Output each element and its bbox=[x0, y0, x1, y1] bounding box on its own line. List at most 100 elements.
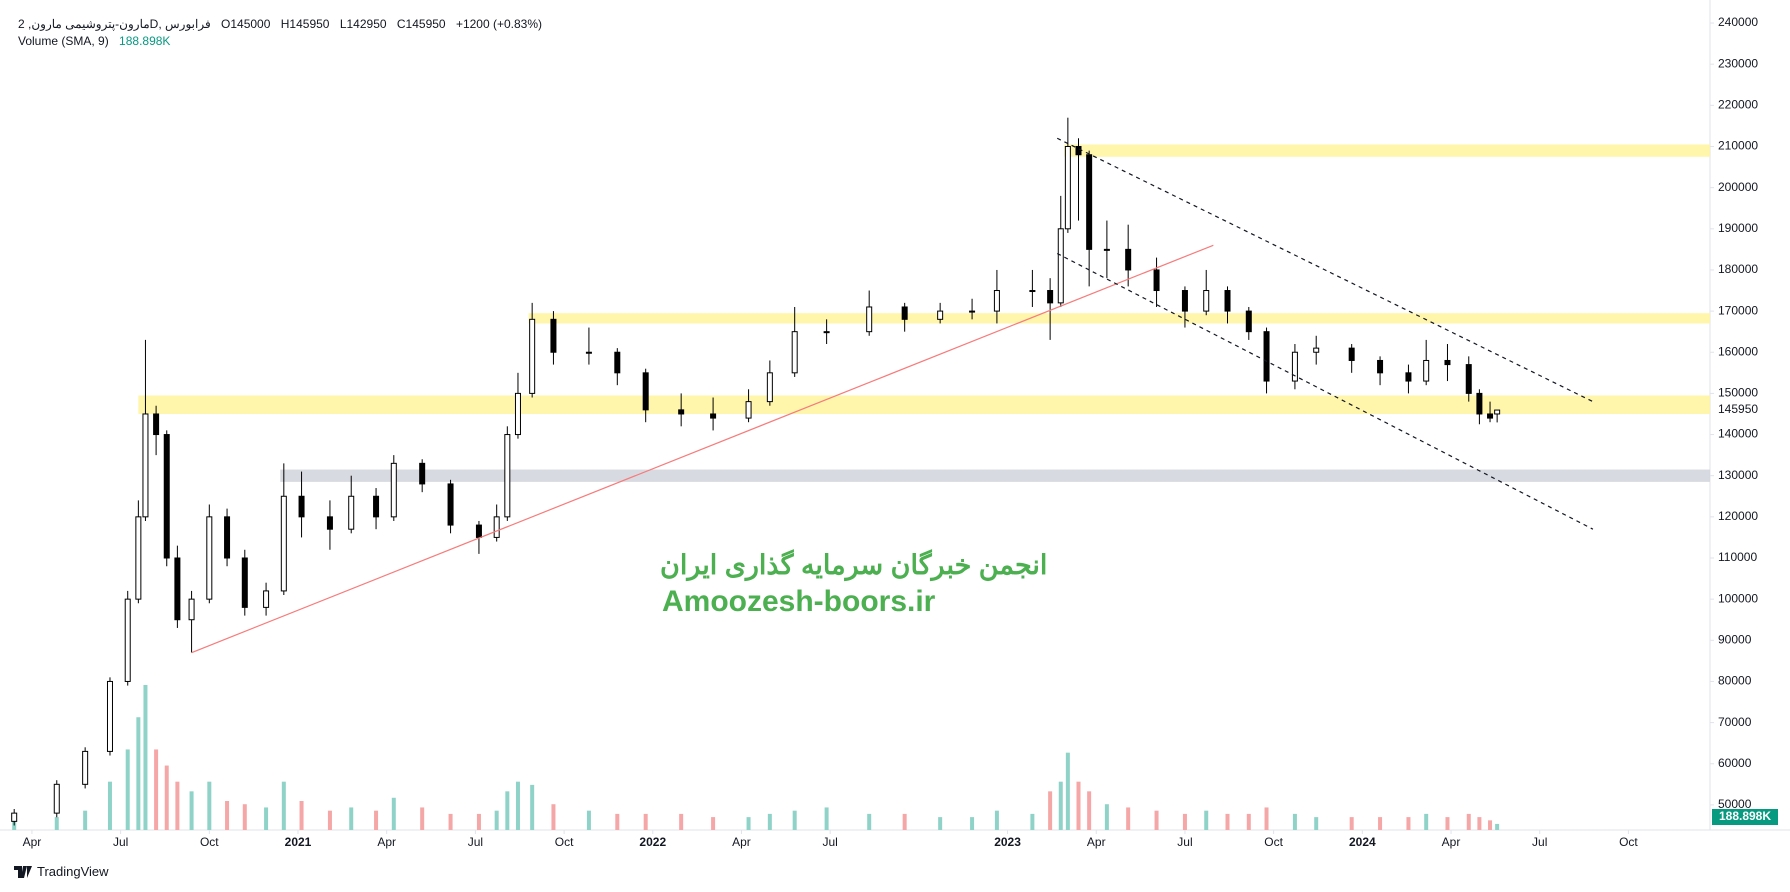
volume-bar bbox=[994, 810, 999, 830]
y-tick-label: 230000 bbox=[1718, 56, 1758, 70]
candle-body bbox=[124, 598, 131, 682]
volume-bar bbox=[867, 813, 872, 830]
volume-bar bbox=[242, 804, 247, 830]
y-tick-label: 140000 bbox=[1718, 427, 1758, 441]
candle-body bbox=[1181, 290, 1188, 312]
x-tick-label: Jul bbox=[1177, 835, 1192, 849]
volume-bar bbox=[970, 817, 975, 830]
volume-bar bbox=[448, 813, 453, 830]
footer: TradingView bbox=[14, 864, 109, 879]
candle-body bbox=[791, 331, 798, 374]
volume-bar bbox=[1314, 817, 1319, 830]
watermark-url: Amoozesh-boors.ir bbox=[662, 585, 936, 618]
volume-bar bbox=[1087, 791, 1092, 830]
candle-body bbox=[280, 495, 287, 592]
brand: TradingView bbox=[37, 864, 109, 879]
volume-bar bbox=[207, 781, 212, 830]
volume-bar bbox=[586, 810, 591, 830]
candle-body bbox=[1203, 290, 1210, 312]
volume-bar bbox=[615, 813, 620, 830]
volume-bar bbox=[125, 749, 130, 830]
candle-body bbox=[550, 318, 557, 353]
candle-body bbox=[475, 524, 482, 538]
volume-bar bbox=[1378, 817, 1383, 830]
candle-body bbox=[1057, 228, 1064, 304]
volume-bar bbox=[938, 817, 943, 830]
volume-bar bbox=[1445, 817, 1450, 830]
legend-volume: Volume (SMA, 9) 188.898K bbox=[18, 34, 177, 48]
y-tick-label: 120000 bbox=[1718, 509, 1758, 523]
candle-body bbox=[53, 783, 60, 814]
volume-bar bbox=[643, 813, 648, 830]
candle-body bbox=[1029, 290, 1036, 293]
volume-bar bbox=[824, 807, 829, 830]
volume-bar bbox=[746, 817, 751, 830]
volume-bar bbox=[530, 784, 535, 830]
volume-bar bbox=[420, 807, 425, 830]
volume-bar bbox=[391, 797, 396, 830]
x-tick-label: Jul bbox=[1532, 835, 1547, 849]
trendline bbox=[1056, 137, 1594, 403]
volume-bar bbox=[1048, 791, 1053, 830]
x-tick-label: Jul bbox=[822, 835, 837, 849]
volume-bar bbox=[154, 749, 159, 830]
volume-name: Volume (SMA, 9) bbox=[18, 34, 109, 48]
volume-bar bbox=[1076, 781, 1081, 830]
candle-body bbox=[710, 413, 717, 419]
volume-bar bbox=[1488, 820, 1493, 830]
candle-body bbox=[1245, 310, 1252, 333]
volume-bar bbox=[1246, 813, 1251, 830]
candle-body bbox=[504, 434, 511, 518]
candle-body bbox=[969, 310, 976, 313]
candle-body bbox=[106, 680, 113, 752]
volume-bar bbox=[505, 791, 510, 830]
y-tick-label: 210000 bbox=[1718, 139, 1758, 153]
candle-body bbox=[153, 413, 160, 436]
zone bbox=[138, 395, 1711, 414]
ohlc-high: H145950 bbox=[280, 17, 330, 31]
volume-bar bbox=[494, 810, 499, 830]
volume-bar bbox=[1264, 807, 1269, 830]
volume-bar bbox=[374, 810, 379, 830]
candle-body bbox=[1423, 359, 1430, 382]
volume-bar bbox=[175, 781, 180, 830]
last-price-label: 145950 bbox=[1718, 402, 1758, 416]
candle-body bbox=[1405, 372, 1412, 382]
candle-body bbox=[373, 495, 380, 518]
x-tick-label: 2022 bbox=[639, 835, 666, 849]
volume-bar bbox=[225, 801, 230, 830]
candle-body bbox=[11, 812, 18, 822]
candle-body bbox=[326, 516, 333, 530]
candle-body bbox=[206, 516, 213, 600]
volume-bar bbox=[1495, 823, 1500, 830]
y-tick-label: 240000 bbox=[1718, 15, 1758, 29]
volume-bar bbox=[1466, 813, 1471, 830]
volume-bar bbox=[476, 813, 481, 830]
candle-body bbox=[1153, 269, 1160, 292]
volume-bar bbox=[1065, 752, 1070, 830]
volume-bar bbox=[551, 804, 556, 830]
candle-body bbox=[1064, 145, 1071, 230]
candle-body bbox=[766, 372, 773, 403]
trendline bbox=[1056, 252, 1594, 530]
candle-body bbox=[419, 462, 426, 485]
candle-body bbox=[1377, 359, 1384, 374]
volume-bar bbox=[164, 765, 169, 830]
volume-bar bbox=[679, 813, 684, 830]
candle-body bbox=[1224, 290, 1231, 312]
y-tick-label: 100000 bbox=[1718, 591, 1758, 605]
zone bbox=[1064, 144, 1710, 157]
candle-body bbox=[142, 413, 149, 518]
candle-body bbox=[174, 557, 181, 621]
volume-value: 188.898K bbox=[119, 34, 171, 48]
volume-bar bbox=[136, 717, 141, 830]
y-tick-label: 110000 bbox=[1718, 550, 1757, 564]
volume-bar bbox=[83, 810, 88, 830]
ohlc-low: L142950 bbox=[339, 17, 387, 31]
volume-bar bbox=[264, 807, 269, 830]
candle-body bbox=[348, 495, 355, 530]
candle-body bbox=[1348, 347, 1355, 361]
volume-bar bbox=[1292, 813, 1297, 830]
